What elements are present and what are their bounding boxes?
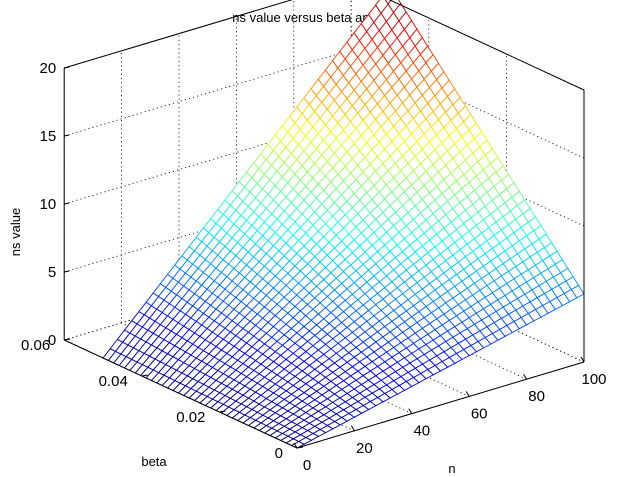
x-tick-label: 100 (581, 371, 606, 388)
z-tick (64, 202, 70, 205)
x-axis-label: n (448, 461, 455, 476)
grid-line (351, 253, 585, 363)
grid-line (293, 270, 527, 380)
z-tick-label: 10 (40, 196, 57, 213)
axes: 0 5 10 15 20 0 20 40 60 80 100 0 0.02 0.04 0.06 (21, 0, 607, 474)
x-tick-label: 60 (471, 405, 488, 422)
y-tick-label: 0 (275, 445, 283, 462)
x-tick (293, 442, 298, 449)
x-tick-label: 40 (413, 423, 430, 440)
y-tick-label: 0.04 (99, 373, 128, 390)
surface-mesh (102, 0, 585, 449)
x-tick (350, 425, 355, 432)
x-axis-line (296, 361, 585, 449)
x-tick-label: 20 (356, 440, 373, 457)
z-tick-label: 0 (48, 332, 56, 349)
y-tick (219, 410, 226, 413)
grid-line (351, 117, 585, 227)
grid-line (236, 288, 470, 397)
x-tick-label: 80 (528, 388, 545, 405)
x-tick (580, 356, 585, 363)
surface-cell (385, 0, 392, 5)
z-tick (64, 66, 70, 69)
y-tick (296, 446, 304, 449)
x-tick (408, 408, 413, 414)
z-tick (64, 270, 70, 273)
z-axis-label: ns value (8, 208, 23, 256)
y-tick-label: 0.06 (21, 337, 50, 354)
x-tick-label: 0 (303, 457, 311, 474)
z-tick (64, 134, 70, 137)
z-tick-label: 20 (40, 60, 57, 77)
grid-line (351, 49, 585, 159)
z-tick-label: 5 (48, 264, 56, 281)
y-axis-label: beta (141, 454, 167, 469)
chart-title: ns value versus beta and n (232, 10, 387, 25)
y-tick-label: 0.02 (176, 409, 205, 426)
z-tick-label: 15 (40, 128, 57, 145)
y-tick (64, 338, 71, 341)
x-tick (465, 391, 470, 397)
box-edge (388, 0, 585, 91)
y-axis-line (63, 339, 298, 449)
y-tick (141, 374, 148, 377)
x-tick (523, 373, 528, 380)
box-edge (64, 0, 293, 69)
surface-cell (570, 284, 585, 299)
